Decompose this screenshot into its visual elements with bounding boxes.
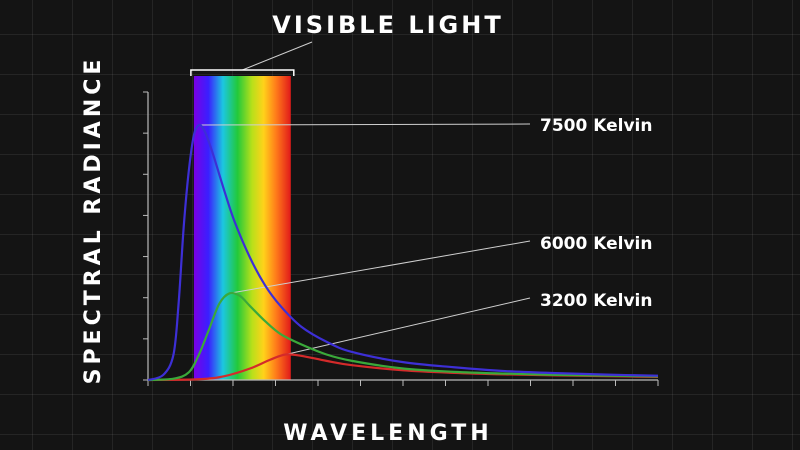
axes <box>143 91 659 386</box>
series-label-6000k: 6000 Kelvin <box>540 234 652 254</box>
x-axis-label: WAVELENGTH <box>283 421 492 446</box>
curve-7500k <box>147 123 659 382</box>
curve-6000k <box>147 291 659 382</box>
leader-line-7500k <box>198 123 531 126</box>
visible-light-bracket <box>190 69 295 76</box>
y-axis-label: SPECTRAL RADIANCE <box>81 56 106 385</box>
series-label-7500k: 7500 Kelvin <box>540 116 652 136</box>
curves <box>147 123 659 382</box>
leader-line-6000k <box>229 240 531 294</box>
visible-spectrum-band <box>193 76 291 380</box>
leader-line-3200k <box>285 297 531 355</box>
series-label-3200k: 3200 Kelvin <box>540 291 652 311</box>
title-leader-line <box>242 41 313 71</box>
chart-title: VISIBLE LIGHT <box>272 11 503 39</box>
label-leader-lines <box>198 41 531 355</box>
